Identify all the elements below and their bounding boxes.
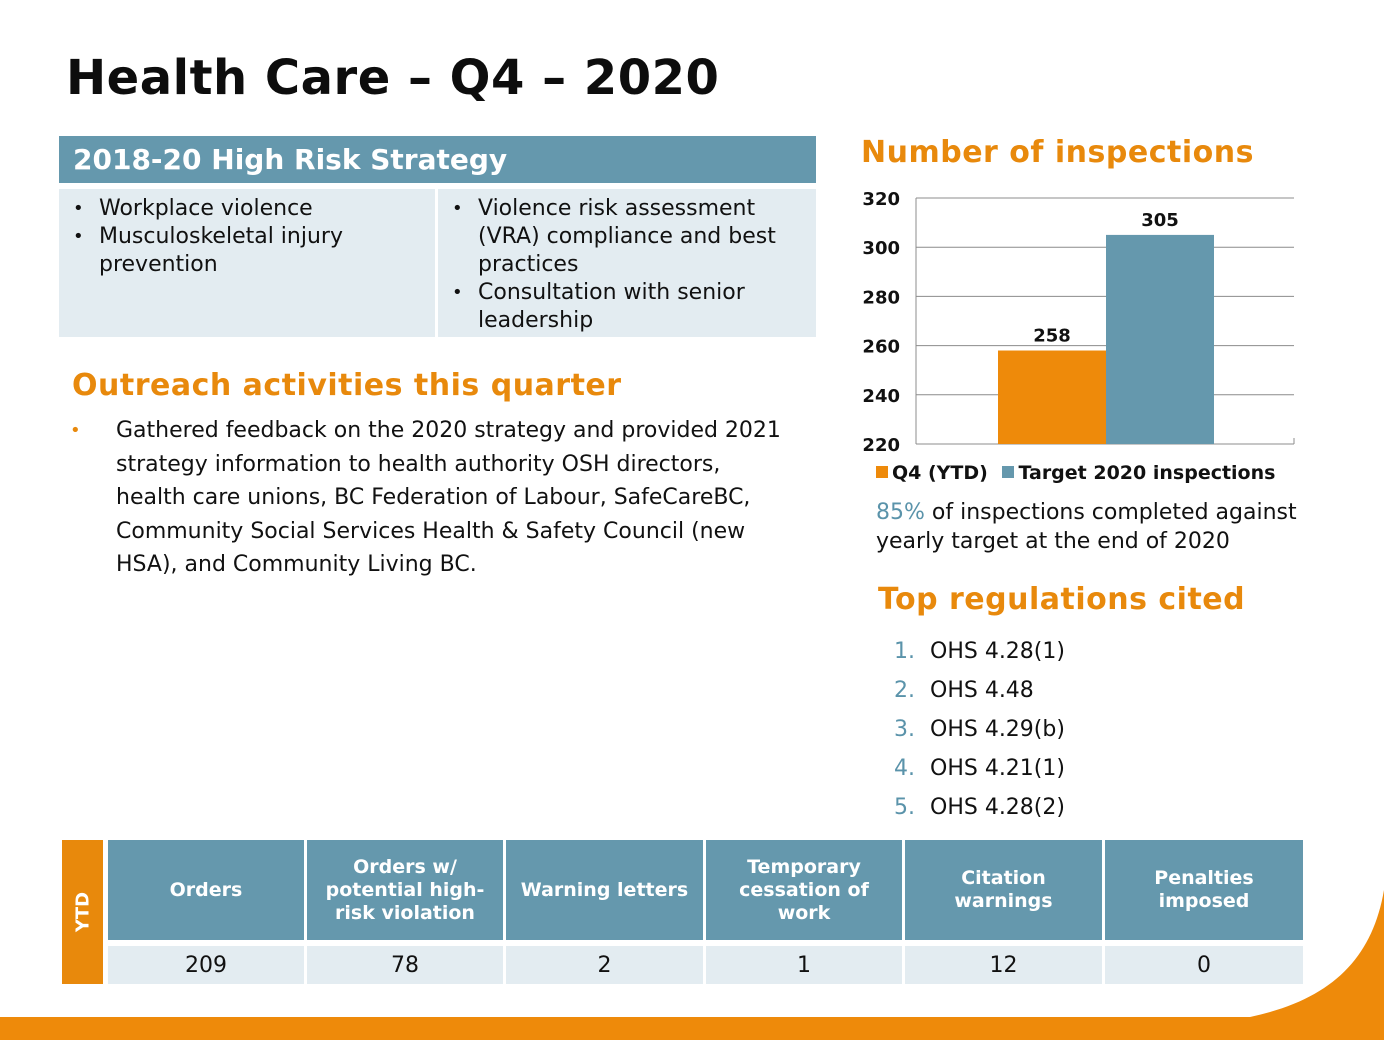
inspections-note: 85% of inspections completed against yea…: [876, 498, 1346, 556]
chart-y-ticks: 320 300 280 260 240 220: [862, 189, 900, 456]
y-tick-label: 320: [862, 189, 900, 210]
legend-item-target: Target 2020 inspections: [1002, 462, 1275, 484]
chart-bars: [998, 234, 1214, 444]
ytd-value-warning-letters: 2: [506, 946, 703, 984]
strategy-item: Violence risk assessment (VRA) complianc…: [450, 195, 806, 279]
strategy-header: 2018-20 High Risk Strategy: [59, 136, 816, 183]
ytd-tab: YTD: [62, 840, 103, 984]
strategy-right-list: Violence risk assessment (VRA) complianc…: [450, 195, 806, 335]
regulation-number: 2.: [894, 678, 915, 703]
regulations-list: 1. OHS 4.28(1) 2. OHS 4.48 3. OHS 4.29(b) 4…: [894, 634, 1065, 829]
ytd-header-citations: Citation warnings: [905, 840, 1102, 940]
bar-target-2020: [1106, 234, 1214, 444]
inspections-chart: 320 300 280 260 240 220 258 305: [862, 189, 1295, 456]
legend-swatch-q4: [876, 466, 888, 478]
ytd-value-high-risk-orders: 78: [307, 946, 503, 984]
regulation-item: 3. OHS 4.29(b): [894, 712, 1065, 751]
ytd-header-high-risk-orders: Orders w/ potential high-risk violation: [307, 840, 503, 940]
ytd-header-penalties: Penalties imposed: [1105, 840, 1303, 940]
bar-value-label: 258: [1033, 326, 1071, 347]
regulation-item: 4. OHS 4.21(1): [894, 751, 1065, 790]
strategy-item: Musculoskeletal injury prevention: [71, 223, 425, 279]
regulation-label: OHS 4.21(1): [930, 756, 1065, 781]
ytd-header-cessation: Temporary cessation of work: [706, 840, 902, 940]
regulation-item: 1. OHS 4.28(1): [894, 634, 1065, 673]
regulations-heading: Top regulations cited: [878, 582, 1246, 617]
ytd-header-orders: Orders: [108, 840, 304, 940]
bar-value-label: 305: [1141, 210, 1179, 231]
regulation-label: OHS 4.29(b): [930, 717, 1065, 742]
regulation-label: OHS 4.28(2): [930, 795, 1065, 820]
y-tick-label: 240: [862, 386, 900, 407]
outreach-text: Gathered feedback on the 2020 strategy a…: [116, 418, 781, 577]
ytd-value-citations: 12: [905, 946, 1102, 984]
ytd-header-warning-letters: Warning letters: [506, 840, 703, 940]
legend-item-q4: Q4 (YTD): [876, 462, 988, 484]
regulation-number: 5.: [894, 795, 915, 820]
ytd-value-orders: 209: [108, 946, 304, 984]
outreach-heading: Outreach activities this quarter: [72, 368, 622, 403]
regulation-number: 4.: [894, 756, 915, 781]
outreach-bullet: • Gathered feedback on the 2020 strategy…: [70, 414, 790, 582]
chart-legend: Q4 (YTD) Target 2020 inspections: [876, 462, 1283, 484]
ytd-value-penalties: 0: [1105, 946, 1303, 984]
regulation-item: 2. OHS 4.48: [894, 673, 1065, 712]
strategy-left-list: Workplace violence Musculoskeletal injur…: [71, 195, 425, 279]
inspections-note-text: of inspections completed against yearly …: [876, 500, 1297, 554]
strategy-item: Consultation with senior leadership: [450, 279, 806, 335]
ytd-value-cessation: 1: [706, 946, 902, 984]
legend-swatch-target: [1002, 466, 1015, 478]
regulation-number: 3.: [894, 717, 915, 742]
bar-q4-ytd: [998, 350, 1106, 444]
y-tick-label: 220: [862, 435, 900, 456]
bullet-icon: •: [70, 420, 81, 441]
y-tick-label: 300: [862, 238, 900, 259]
strategy-left-column: Workplace violence Musculoskeletal injur…: [59, 189, 435, 337]
regulation-item: 5. OHS 4.28(2): [894, 790, 1065, 829]
y-tick-label: 260: [862, 337, 900, 358]
strategy-item: Workplace violence: [71, 195, 425, 223]
inspections-percent: 85%: [876, 500, 925, 525]
page-title: Health Care – Q4 – 2020: [66, 50, 720, 106]
legend-label-q4: Q4 (YTD): [892, 462, 988, 484]
regulation-label: OHS 4.28(1): [930, 639, 1065, 664]
legend-label-target: Target 2020 inspections: [1018, 462, 1276, 484]
ytd-label: YTD: [72, 891, 93, 933]
regulation-label: OHS 4.48: [930, 678, 1034, 703]
inspections-heading: Number of inspections: [861, 135, 1254, 170]
chart-data-labels: 258 305: [1033, 210, 1179, 347]
y-tick-label: 280: [862, 287, 900, 308]
strategy-right-column: Violence risk assessment (VRA) complianc…: [438, 189, 816, 337]
regulation-number: 1.: [894, 639, 915, 664]
